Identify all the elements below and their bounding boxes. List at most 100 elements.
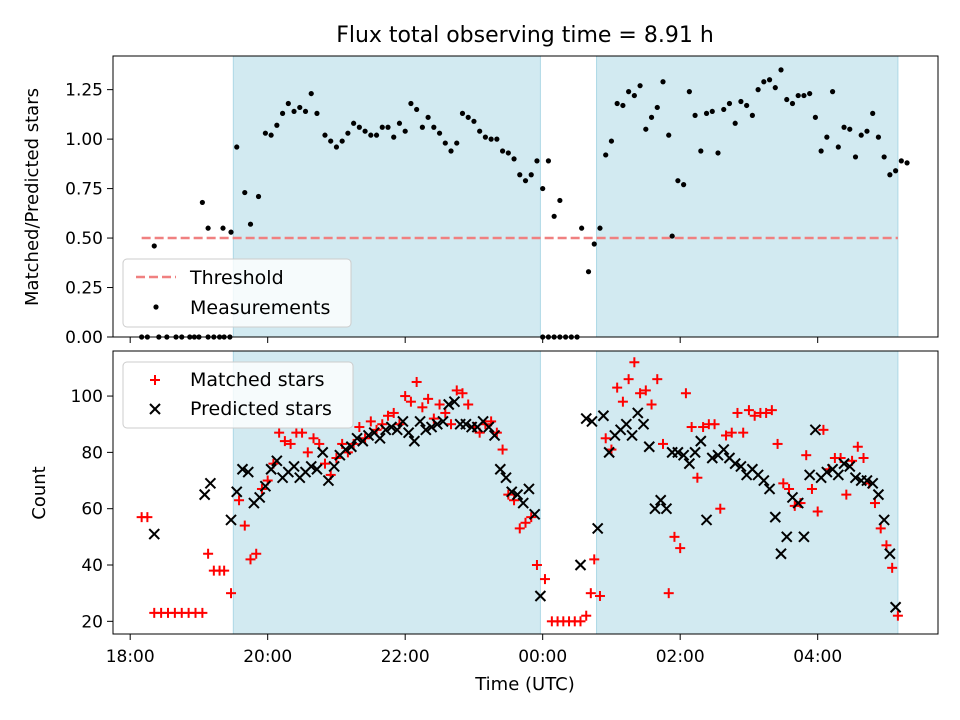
measurements-point xyxy=(726,100,733,107)
predicted-stars-point xyxy=(844,460,856,473)
matched-stars-point xyxy=(600,433,611,444)
matched-stars-point xyxy=(365,416,376,427)
predicted-stars-point xyxy=(374,432,386,445)
matched-stars-point xyxy=(457,388,468,399)
measurements-point xyxy=(540,185,546,192)
measurements-point xyxy=(279,110,286,116)
predicted-stars-point xyxy=(460,418,472,430)
predicted-stars-point xyxy=(345,441,358,453)
matched-stars-point xyxy=(635,388,646,399)
measurements-point xyxy=(614,100,620,107)
bottom-xtick-label: 02:00 xyxy=(656,647,705,667)
bottom-xtick-label: 22:00 xyxy=(381,647,430,667)
matched-stars-point xyxy=(405,396,416,407)
bottom-xtick-label: 18:00 xyxy=(106,647,155,667)
matched-stars-point xyxy=(887,562,898,573)
predicted-stars-point xyxy=(305,460,317,473)
predicted-stars-point xyxy=(225,514,237,526)
measurements-point xyxy=(419,124,425,130)
predicted-stars-point xyxy=(586,415,598,428)
measurements-point xyxy=(681,182,687,188)
matched-stars-point xyxy=(709,419,720,430)
measurements-point xyxy=(744,102,750,109)
measurements-point xyxy=(551,213,557,219)
measurements-point xyxy=(692,112,698,118)
matched-stars-point xyxy=(686,422,697,433)
measurements-point xyxy=(482,134,488,140)
predicted-stars-point xyxy=(408,435,421,447)
top-legend: Threshold Measurements xyxy=(122,258,352,328)
matched-stars-point xyxy=(219,565,230,576)
matched-stars-point xyxy=(279,436,290,447)
matched-stars-point xyxy=(142,512,153,523)
predicted-stars-point xyxy=(695,435,707,447)
measurements-point xyxy=(373,132,380,138)
matched-stars-point xyxy=(417,402,428,413)
predicted-stars-point xyxy=(861,474,873,487)
matched-stars-point xyxy=(784,483,795,494)
measurements-point xyxy=(345,130,351,136)
predicted-stars-point xyxy=(803,469,816,481)
measurements-point xyxy=(807,90,813,97)
matched-stars-point xyxy=(875,523,886,534)
measurements-point xyxy=(391,134,397,140)
predicted-stars-point xyxy=(437,415,449,428)
matched-stars-point xyxy=(629,357,640,368)
predicted-stars-point xyxy=(431,418,443,430)
measurements-point xyxy=(234,144,240,150)
predicted-stars-point xyxy=(420,424,432,436)
matched-stars-point xyxy=(669,531,680,542)
measurements-point xyxy=(255,193,262,200)
bottom-panel: 20 40 60 80 100 18:00 20:00 22:00 00:00 02:00 04:0… xyxy=(29,350,939,695)
predicted-stars-point xyxy=(649,502,661,515)
top-panel: Flux total observing time = 8.91 h 0.000… xyxy=(22,23,939,348)
matched-stars-point xyxy=(226,588,237,599)
measurements-point xyxy=(648,114,655,120)
measurements-point xyxy=(351,120,357,126)
matched-stars-point xyxy=(663,588,674,599)
measurements-point xyxy=(488,136,494,142)
measurements-point xyxy=(778,67,784,73)
measurements-point xyxy=(477,128,483,134)
measurements-point xyxy=(654,104,660,111)
bottom-ytick-label: 60 xyxy=(81,500,103,520)
matched-stars-point xyxy=(881,540,892,551)
matched-stars-point xyxy=(646,399,657,410)
predicted-stars-point xyxy=(832,469,845,481)
measurements-point xyxy=(402,128,408,134)
bottom-shaded-interval-2 xyxy=(596,350,899,635)
measurements-point xyxy=(379,124,385,130)
predicted-stars-point xyxy=(866,477,879,490)
measurements-point xyxy=(732,120,738,126)
matched-stars-point xyxy=(319,458,330,469)
matched-stars-point xyxy=(692,472,703,483)
measurements-point xyxy=(643,126,649,132)
legend-measurements-label: Measurements xyxy=(190,297,330,319)
predicted-stars-point xyxy=(483,421,495,433)
measurements-point xyxy=(274,122,280,128)
bottom-shaded-regions xyxy=(232,350,899,635)
predicted-stars-point xyxy=(488,429,501,442)
measurements-point xyxy=(698,148,704,154)
legend-threshold-label: Threshold xyxy=(189,267,284,289)
predicted-stars-point xyxy=(838,457,850,470)
predicted-stars-point xyxy=(311,463,323,475)
measurements-point xyxy=(875,134,882,140)
measurements-point xyxy=(322,132,328,138)
measurements-point xyxy=(297,104,303,111)
measurements-point xyxy=(721,106,727,113)
legend-matched-label: Matched stars xyxy=(190,369,324,391)
bottom-axes-frame xyxy=(112,350,939,635)
bottom-ytick-label: 100 xyxy=(71,387,103,407)
matched-stars-point xyxy=(308,433,319,444)
bottom-marks xyxy=(136,357,903,627)
measurements-point xyxy=(494,136,500,142)
predicted-stars-point xyxy=(517,497,529,509)
top-ytick-label: 1.25 xyxy=(65,81,103,101)
measurements-point xyxy=(887,172,893,178)
predicted-stars-point xyxy=(884,548,896,560)
predicted-stars-point xyxy=(316,446,329,459)
matched-stars-point xyxy=(732,407,743,418)
measurements-point xyxy=(579,225,585,231)
measurements-point xyxy=(608,138,615,144)
